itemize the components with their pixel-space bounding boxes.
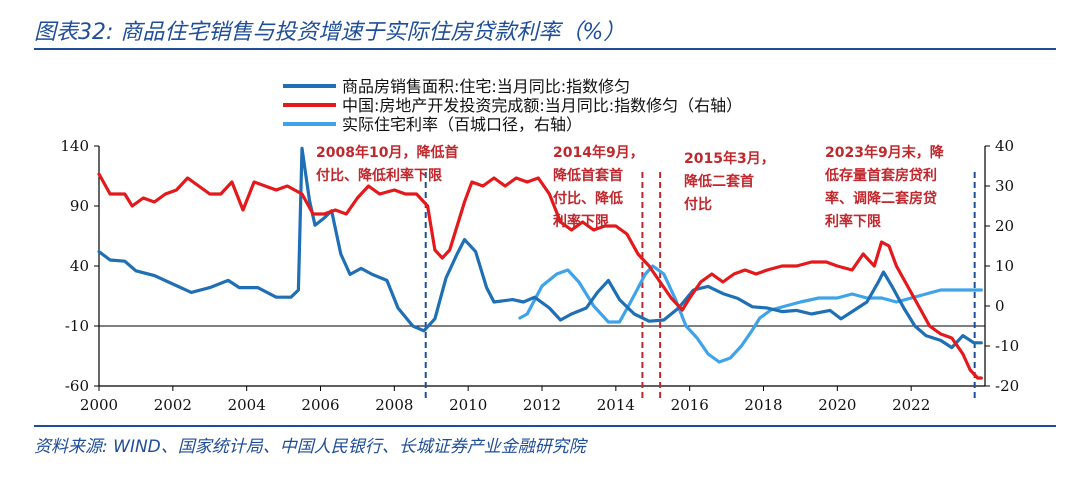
source-divider xyxy=(34,425,1056,427)
series-line-sales xyxy=(97,146,983,350)
left-tick-label: 40 xyxy=(70,257,89,275)
source-note: 资料来源: WIND、国家统计局、中国人民银行、长城证券产业金融研究院 xyxy=(34,437,586,457)
right-tick-label: 40 xyxy=(995,137,1014,155)
x-tick-label: 2004 xyxy=(228,396,266,414)
x-tick-label: 2010 xyxy=(449,396,487,414)
x-tick-label: 2014 xyxy=(597,396,635,414)
right-tick-label: 30 xyxy=(995,177,1014,195)
left-tick-label: 90 xyxy=(70,197,89,215)
title-divider xyxy=(34,48,1056,50)
x-tick-label: 2022 xyxy=(892,396,930,414)
x-tick-label: 2006 xyxy=(301,396,339,414)
left-tick-label: -60 xyxy=(65,377,89,395)
annotation-2015: 2015年3月， 降低二套首 付比 xyxy=(684,150,780,213)
x-tick-label: 2000 xyxy=(80,396,118,414)
event-lines xyxy=(424,172,976,398)
right-tick-label: -20 xyxy=(995,377,1019,395)
x-tick-label: 2008 xyxy=(375,396,413,414)
annotations: 2008年10月，降低首 付比、降低利率下限 2014年9月， 降低首套首 付比… xyxy=(316,144,949,230)
left-tick-label: 140 xyxy=(60,137,89,155)
x-tick-label: 2018 xyxy=(744,396,782,414)
right-tick-label: -10 xyxy=(995,337,1019,355)
left-tick-label: -10 xyxy=(65,317,89,335)
legend-label-sales: 商品房销售面积:住宅:当月同比:指数修匀 xyxy=(342,77,630,96)
series-group xyxy=(97,146,983,380)
annotation-2023: 2023年9月末，降 低存量首套房贷利 率、调降二套房贷 利率下限 xyxy=(824,144,949,230)
annotation-2014: 2014年9月， 降低首套首 付比、降低 利率下限 xyxy=(553,144,649,230)
legend-label-rate: 实际住宅利率（百城口径，右轴） xyxy=(342,115,582,134)
right-tick-label: 10 xyxy=(995,257,1014,275)
annotation-2008: 2008年10月，降低首 付比、降低利率下限 xyxy=(316,144,463,184)
legend: 商品房销售面积:住宅:当月同比:指数修匀 中国:房地产开发投资完成额:当月同比:… xyxy=(283,77,742,134)
x-tick-label: 2012 xyxy=(523,396,561,414)
x-tick-label: 2020 xyxy=(818,396,856,414)
right-tick-label: 0 xyxy=(995,297,1005,315)
series-line-rate xyxy=(518,264,983,364)
right-tick-label: 20 xyxy=(995,217,1014,235)
x-tick-label: 2002 xyxy=(154,396,192,414)
chart-title: 图表32: 商品住宅销售与投资增速于实际住房贷款利率（%） xyxy=(34,20,626,45)
series-line-investment xyxy=(97,172,983,380)
legend-label-investment: 中国:房地产开发投资完成额:当月同比:指数修匀（右轴） xyxy=(342,96,742,115)
x-tick-label: 2016 xyxy=(671,396,709,414)
